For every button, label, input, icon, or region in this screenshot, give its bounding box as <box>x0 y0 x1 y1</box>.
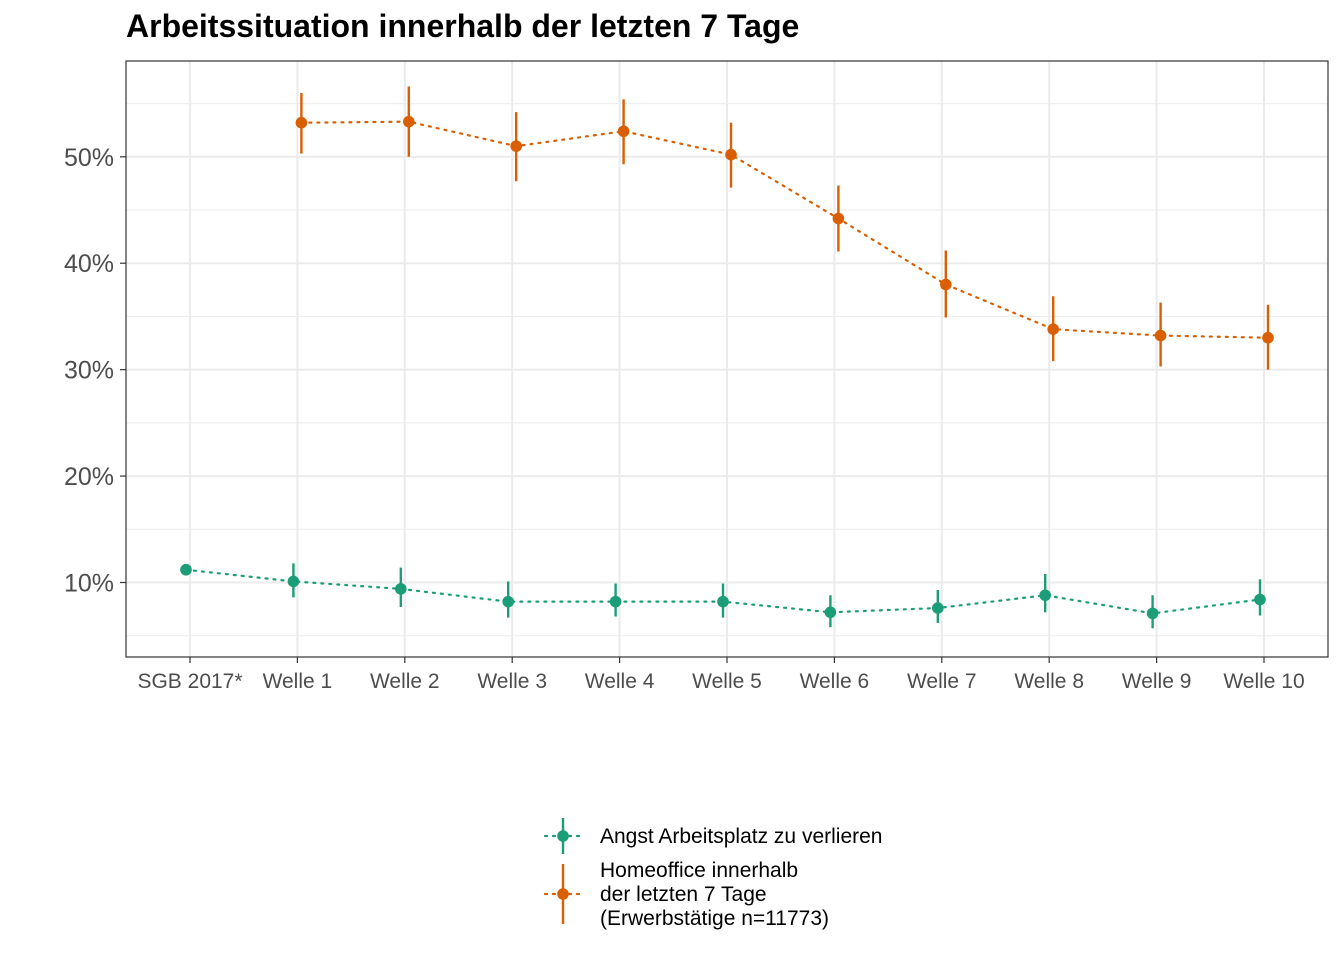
data-point <box>395 583 407 595</box>
legend-label: der letzten 7 Tage <box>600 883 767 906</box>
chart-title: Arbeitssituation innerhalb der letzten 7… <box>126 8 800 44</box>
x-tick-label: Welle 8 <box>1014 670 1084 693</box>
y-tick-label: 50% <box>64 144 114 172</box>
data-point <box>824 606 837 619</box>
y-tick-label: 40% <box>64 250 114 278</box>
data-point <box>832 212 845 225</box>
x-tick-label: Welle 2 <box>370 670 440 693</box>
y-tick-label: 20% <box>64 463 114 491</box>
data-point <box>1254 593 1266 606</box>
data-point <box>932 602 944 614</box>
legend-key-point <box>557 830 569 842</box>
x-tick-label: Welle 3 <box>477 670 547 693</box>
x-tick-label: Welle 1 <box>263 670 333 693</box>
axis-layer: 10% 20% 30% 40% 50% SGB 2017* Welle 1 Welle 2 We… <box>64 144 1305 693</box>
y-tick-label: 30% <box>64 357 114 385</box>
x-tick-label: Welle 9 <box>1122 670 1192 693</box>
data-point <box>717 595 729 608</box>
grid-layer <box>126 61 1328 657</box>
x-tick-label: SGB 2017* <box>137 670 242 693</box>
data-point <box>940 278 952 291</box>
series-1 <box>180 563 1266 629</box>
y-tick-label: 10% <box>64 570 114 598</box>
x-tick-label: Welle 6 <box>800 670 870 693</box>
data-point <box>1146 607 1159 620</box>
x-tick-label: Welle 7 <box>907 670 977 693</box>
series-line <box>300 120 1270 339</box>
data-point <box>295 116 308 129</box>
legend-label: Angst Arbeitsplatz zu verlieren <box>600 825 882 848</box>
x-tick-label: Welle 4 <box>585 670 655 693</box>
data-point <box>502 595 514 608</box>
data-point <box>287 575 300 588</box>
data-point <box>1039 589 1051 602</box>
data-point <box>180 563 192 576</box>
legend: Angst Arbeitsplatz zu verlieren Homeoffic… <box>543 818 882 930</box>
legend-item-1: Angst Arbeitsplatz zu verlieren <box>543 818 882 854</box>
data-point <box>403 115 415 128</box>
data-point <box>510 140 522 152</box>
legend-key-point <box>557 888 569 900</box>
data-point <box>1047 323 1059 336</box>
data-point <box>617 125 630 138</box>
legend-label: Homeoffice innerhalb <box>600 859 798 882</box>
data-point <box>1262 331 1274 344</box>
legend-label: (Erwerbstätige n=11773) <box>600 907 829 930</box>
data-point <box>609 595 622 608</box>
data-point <box>1154 329 1167 342</box>
series-2 <box>295 86 1274 370</box>
x-tick-label: Welle 10 <box>1223 670 1304 693</box>
data-point <box>725 148 737 161</box>
x-tick-label: Welle 5 <box>692 670 762 693</box>
series-layer <box>180 86 1274 629</box>
